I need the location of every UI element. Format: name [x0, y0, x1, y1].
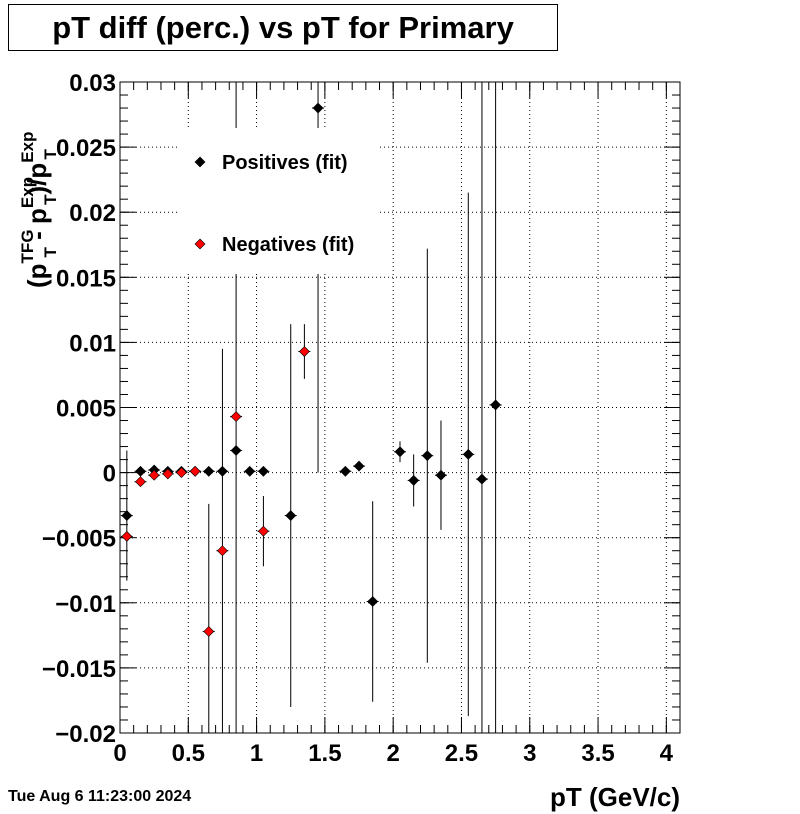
data-point [135, 465, 146, 477]
legend-label: Positives (fit) [222, 152, 348, 174]
y-tick-label: 0.025 [56, 135, 116, 162]
y-axis-title-part: T [41, 246, 60, 257]
data-point [230, 411, 242, 423]
y-axis-title-part: (p [22, 263, 52, 288]
y-tick-label: 0.01 [69, 330, 116, 357]
y-tick-label: −0.005 [42, 526, 116, 553]
y-axis-title-part: - p [22, 208, 52, 247]
x-tick-label: 1 [250, 740, 263, 767]
chart-title: pT diff (perc.) vs pT for Primary [52, 9, 514, 45]
y-axis-title-part: )/p [22, 163, 52, 195]
x-tick-label: 3 [523, 740, 536, 767]
x-tick-label: 2.5 [445, 740, 478, 767]
y-tick-label: 0 [103, 461, 116, 488]
data-point [462, 448, 474, 460]
data-point [244, 465, 256, 477]
x-tick-label: 2 [386, 740, 399, 767]
data-point [367, 596, 379, 607]
y-tick-label: 0.03 [69, 70, 116, 97]
legend-marker [194, 156, 206, 168]
data-point [203, 626, 215, 637]
x-tick-label: 3.5 [581, 740, 614, 767]
date-stamp: Tue Aug 6 11:23:00 2024 [8, 788, 192, 805]
data-point [257, 525, 269, 537]
y-tick-label: 0.02 [69, 200, 116, 227]
data-point [148, 469, 160, 481]
data-point [135, 476, 146, 488]
y-axis-title-part: T [41, 194, 60, 205]
data-point [217, 545, 228, 557]
data-point [312, 102, 324, 114]
data-point [121, 530, 133, 542]
y-axis-title-part: T [41, 149, 60, 160]
y-tick-label: −0.01 [55, 591, 116, 618]
data-point [121, 510, 133, 521]
y-axis-title-part: Exp [18, 132, 37, 163]
data-point [394, 446, 406, 458]
data-point [230, 445, 242, 456]
y-axis-title-part: TFG [18, 229, 37, 263]
x-tick-label: 0.5 [172, 740, 205, 767]
data-point [490, 399, 502, 411]
plot-frame [119, 81, 681, 734]
legend-label: Negatives (fit) [222, 234, 354, 256]
y-tick-label: 0.015 [56, 265, 116, 292]
data-point [285, 510, 297, 521]
data-point [339, 465, 351, 477]
x-tick-label: 0 [113, 740, 126, 767]
data-point [189, 465, 201, 477]
data-point [408, 474, 420, 486]
y-tick-label: −0.015 [42, 656, 116, 683]
data-point [176, 467, 187, 479]
data-point [421, 450, 433, 462]
y-tick-label: 0.005 [56, 396, 116, 423]
x-tick-label: 4 [660, 740, 674, 767]
data-point [217, 465, 228, 477]
y-tick-label: −0.02 [55, 721, 116, 748]
y-tick-labels: −0.02 −0.015 −0.01 −0.005 0 0.005 0.01 0.015 0.0… [42, 70, 116, 748]
legend: Positives (fit) Negatives (fit) [178, 128, 378, 274]
chart-title-box: pT diff (perc.) vs pT for Primary [8, 4, 558, 51]
data-point [353, 460, 365, 472]
data-point [476, 473, 488, 485]
x-axis-title: pT (GeV/c) [550, 782, 680, 812]
y-axis-title: (pTFG T - pExp T)/pExp T [18, 132, 60, 288]
y-axis-title-part: Exp [18, 177, 37, 208]
data-point [162, 468, 174, 480]
data-point [435, 469, 447, 481]
data-point [298, 346, 310, 357]
y-axis-title-text: (pTFG T - pExp T)/pExp T [18, 132, 60, 288]
data-point [203, 465, 215, 477]
data-point [257, 465, 269, 477]
x-tick-labels: 0 0.5 1 1.5 2 2.5 3 3.5 4 [113, 740, 673, 767]
legend-marker [194, 238, 206, 250]
data-markers [121, 102, 502, 637]
x-tick-label: 1.5 [308, 740, 341, 767]
legend-box [178, 128, 378, 274]
